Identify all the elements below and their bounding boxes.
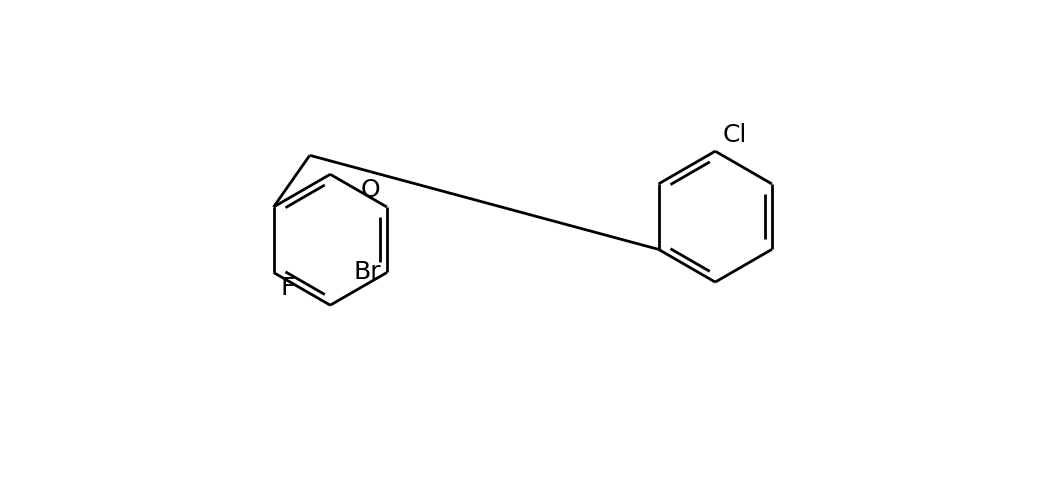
Text: Br: Br [353, 261, 381, 285]
Text: Cl: Cl [722, 123, 747, 147]
Text: F: F [280, 276, 295, 300]
Text: O: O [361, 178, 380, 202]
